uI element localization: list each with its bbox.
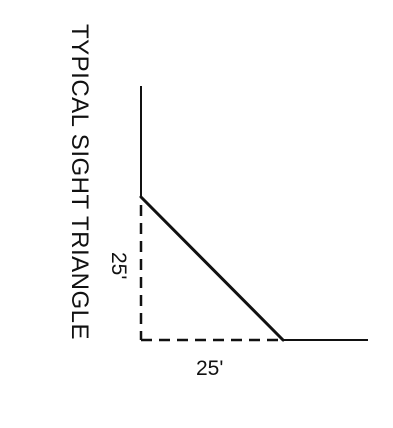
vertical-dimension-label: 25' [107,252,130,279]
sight-line-hypotenuse [139,195,285,342]
diagram-title: TYPICAL SIGHT TRIANGLE [66,24,93,340]
horizontal-dimension-label: 25' [196,357,223,380]
